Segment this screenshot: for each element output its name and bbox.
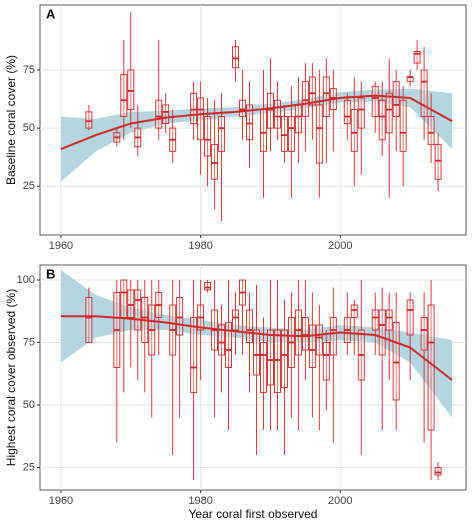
panel-label: A: [46, 6, 56, 21]
box-body: [267, 329, 274, 386]
box-body: [225, 322, 233, 368]
x-tick-label: 2000: [328, 240, 352, 252]
box-body: [308, 76, 316, 106]
x-tick-label: 1960: [49, 495, 73, 507]
x-tick-label: 1960: [49, 240, 73, 252]
box-body: [427, 304, 435, 431]
box-body: [420, 69, 428, 117]
box-body: [343, 99, 351, 124]
box-body: [267, 92, 274, 129]
box-body: [155, 99, 163, 129]
x-tick-label: 2000: [328, 495, 352, 507]
box-body: [350, 109, 358, 152]
box-body: [190, 92, 198, 124]
box-body: [350, 304, 358, 318]
box-body: [239, 99, 246, 117]
box-body: [378, 99, 386, 141]
box-body: [322, 342, 330, 381]
panel-label: B: [46, 266, 55, 281]
box-body: [406, 299, 414, 336]
box-body: [399, 99, 407, 152]
y-tick-label: 50: [23, 399, 35, 411]
y-tick-label: 75: [23, 336, 35, 348]
box-body: [294, 104, 302, 134]
box-body: [315, 104, 323, 164]
box-body: [260, 342, 267, 393]
box-body: [134, 289, 142, 331]
y-tick-label: 75: [23, 64, 35, 76]
box-body: [246, 309, 253, 343]
y-axis-title: Highest coral cover observed (%): [4, 289, 18, 466]
box-body: [204, 282, 212, 291]
trend-line: [60, 94, 453, 150]
box-body: [329, 317, 337, 356]
box-body: [413, 51, 421, 64]
box-body: [197, 97, 205, 141]
box-body: [253, 329, 260, 376]
box-body: [392, 322, 400, 401]
box-body: [85, 297, 93, 343]
y-tick-label: 50: [23, 122, 35, 134]
box-body: [420, 317, 428, 351]
y-axis-title: Baseline coral cover (%): [4, 55, 18, 185]
box-body: [190, 317, 198, 393]
box-body: [322, 76, 330, 117]
x-axis-title: Year coral first observed: [189, 507, 318, 521]
box-body: [120, 74, 128, 117]
y-tick-label: 25: [23, 180, 35, 192]
box-body: [260, 109, 267, 152]
box-body: [232, 46, 239, 69]
box-body: [371, 309, 379, 331]
box-body: [204, 116, 212, 157]
box-body: [301, 317, 309, 351]
box-body: [232, 309, 239, 331]
box-body: [218, 324, 226, 356]
box-body: [120, 279, 128, 318]
box-body: [280, 116, 288, 152]
box-body: [162, 104, 170, 124]
box-body: [127, 69, 135, 110]
x-tick-label: 1980: [188, 495, 212, 507]
box-body: [434, 467, 442, 476]
box-body: [176, 297, 184, 336]
box-body: [273, 99, 281, 129]
trend-line: [60, 315, 453, 381]
box-body: [301, 81, 309, 117]
box-body: [385, 92, 393, 134]
y-tick-label: 25: [23, 461, 35, 473]
box-body: [357, 97, 365, 129]
box-body: [127, 289, 135, 318]
box-body: [280, 329, 288, 388]
box-body: [246, 104, 253, 141]
box-body: [315, 324, 323, 356]
box-body: [434, 143, 442, 180]
box-body: [371, 85, 379, 117]
box-body: [427, 116, 435, 145]
box-body: [308, 324, 316, 368]
x-tick-label: 1980: [188, 240, 212, 252]
y-tick-label: 100: [17, 274, 35, 286]
box-body: [287, 116, 295, 152]
box-body: [294, 309, 302, 356]
box-body: [211, 143, 219, 180]
box-body: [218, 116, 226, 152]
box-body: [392, 81, 400, 117]
box-body: [385, 309, 393, 331]
box-body: [273, 329, 281, 393]
box-body: [85, 111, 93, 129]
box-body: [378, 309, 386, 356]
